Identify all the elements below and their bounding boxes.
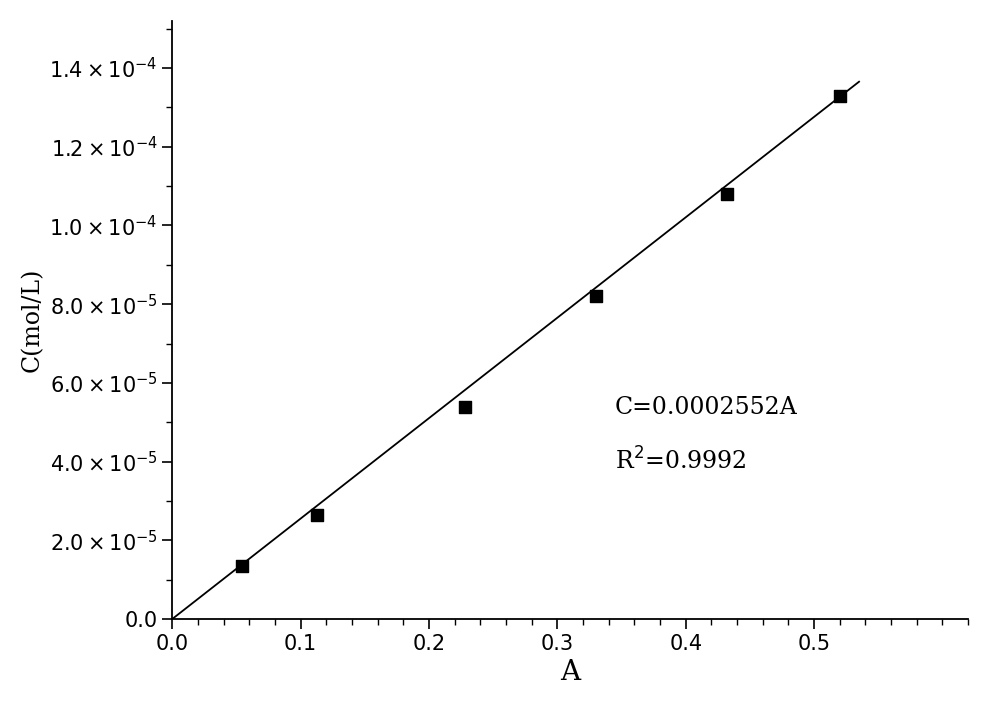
X-axis label: A: A: [560, 659, 581, 686]
Point: [719, 188, 735, 199]
Point: [310, 509, 325, 520]
Text: R$^2$=0.9992: R$^2$=0.9992: [615, 448, 746, 474]
Point: [233, 560, 249, 571]
Point: [587, 291, 603, 302]
Text: C=0.0002552A: C=0.0002552A: [615, 397, 798, 419]
Point: [457, 401, 473, 412]
Y-axis label: C(mol/L): C(mol/L): [21, 268, 44, 372]
Point: [832, 90, 848, 101]
